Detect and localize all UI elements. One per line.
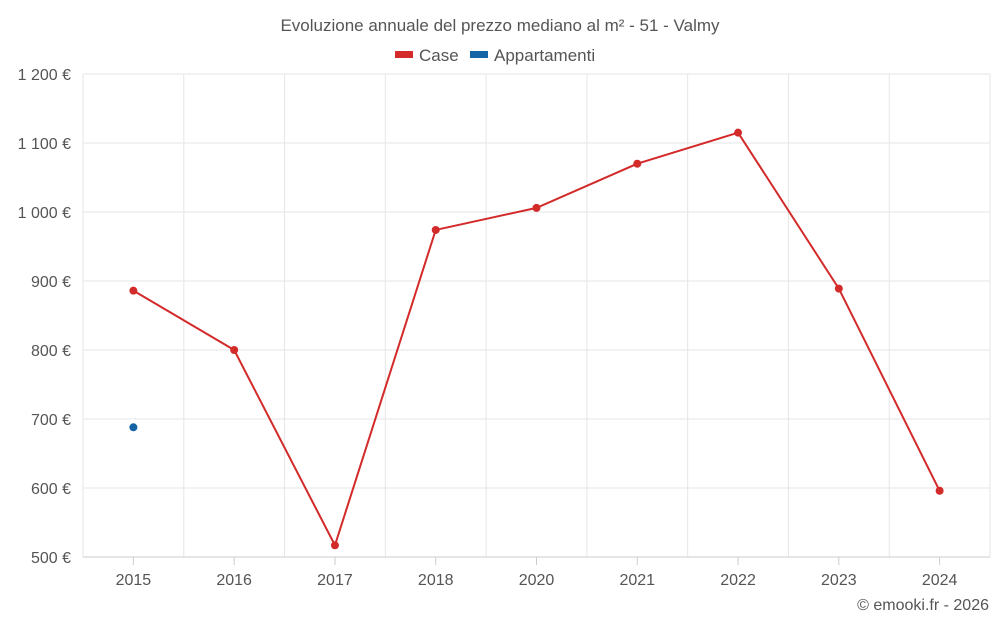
y-gridlines	[83, 73, 990, 489]
x-tick-label: 2024	[922, 572, 958, 589]
y-tick-label: 900 €	[31, 274, 71, 291]
legend-label-appartamenti: Appartamenti	[494, 46, 595, 65]
x-gridlines	[82, 74, 991, 557]
y-tick-label: 1 200 €	[18, 67, 71, 84]
series-line-case	[132, 131, 941, 548]
data-point-case-2022[interactable]	[734, 128, 743, 137]
x-tick-label: 2022	[720, 572, 756, 589]
x-tick-label: 2018	[418, 572, 454, 589]
data-point-case-2017[interactable]	[330, 541, 339, 550]
legend-item-case[interactable]: Case	[395, 46, 459, 65]
data-point-case-2018[interactable]	[431, 225, 440, 234]
legend-item-appartamenti[interactable]: Appartamenti	[470, 46, 595, 65]
series-layer	[129, 128, 944, 550]
data-point-case-2024[interactable]	[935, 486, 944, 495]
x-tick-label: 2017	[317, 572, 353, 589]
x-tick-label: 2015	[116, 572, 152, 589]
legend: Case Appartamenti	[395, 46, 595, 65]
legend-label-case: Case	[419, 46, 459, 65]
y-tick-label: 500 €	[31, 550, 71, 567]
data-point-case-2020[interactable]	[532, 203, 541, 212]
data-point-case-2015[interactable]	[129, 286, 138, 295]
x-tick-label: 2020	[519, 572, 555, 589]
y-tick-label: 800 €	[31, 343, 71, 360]
y-axis-ticks: 500 € 600 € 700 € 800 € 900 € 1 000 € 1 100 € 1…	[18, 67, 71, 567]
y-tick-label: 1 100 €	[18, 136, 71, 153]
y-tick-label: 600 €	[31, 481, 71, 498]
chart-title: Evoluzione annuale del prezzo mediano al…	[280, 16, 720, 35]
legend-swatch-case	[395, 51, 413, 58]
data-point-appartamenti-2015[interactable]	[129, 423, 138, 432]
data-point-case-2021[interactable]	[633, 159, 642, 168]
data-point-case-2016[interactable]	[230, 346, 239, 354]
data-point-case-2023[interactable]	[834, 284, 843, 293]
x-axis-ticks: 2015 2016 2017 2018 2020 2021 2022 2023 2024	[116, 557, 958, 589]
y-tick-label: 700 €	[31, 412, 71, 429]
x-tick-label: 2021	[619, 572, 655, 589]
x-tick-label: 2016	[216, 572, 252, 589]
y-tick-label: 1 000 €	[18, 205, 71, 222]
legend-swatch-appartamenti	[470, 51, 488, 58]
credit-text: © emooki.fr - 2026	[857, 597, 989, 614]
x-tick-label: 2023	[821, 572, 857, 589]
